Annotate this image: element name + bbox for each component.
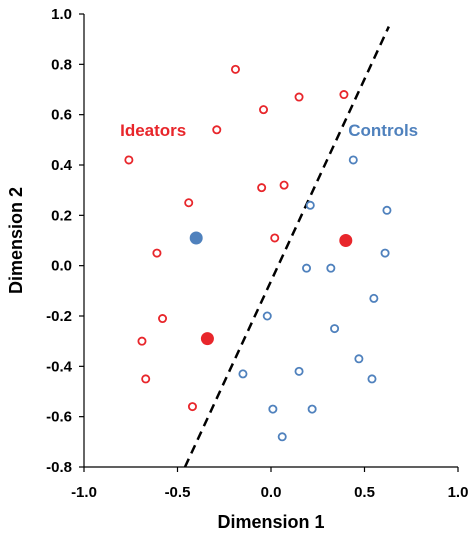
ideator-centroid-point: [339, 234, 353, 247]
y-tick-label: 1.0: [51, 6, 72, 23]
x-tick-label: -0.5: [165, 484, 191, 501]
x-axis-ticks: -1.0 -0.5 0.0 0.5 1.0: [71, 467, 468, 501]
control-data-point: [268, 404, 278, 414]
data-points: [124, 26, 392, 468]
x-tick-label: 0.0: [261, 484, 282, 501]
plot-frame: [83, 14, 458, 468]
ideator-data-point: [184, 198, 194, 208]
control-data-point: [330, 324, 340, 334]
group-labels: Ideators Controls: [120, 121, 418, 140]
ideator-data-point: [230, 64, 240, 74]
y-axis-ticks: -0.8 -0.6 -0.4 -0.2 0.0 0.2 0.4 0.6 0.8 1.0: [46, 6, 84, 476]
ideator-data-point: [137, 336, 147, 346]
ideator-data-point: [339, 90, 349, 100]
control-data-point: [369, 293, 379, 303]
ideator-data-point: [212, 125, 222, 135]
control-data-point: [326, 263, 336, 273]
control-data-point: [262, 311, 272, 321]
ideators-label: Ideators: [120, 121, 186, 140]
ideator-data-point: [158, 314, 168, 324]
ideator-data-point: [152, 248, 162, 258]
control-data-point: [307, 404, 317, 414]
ideator-data-point: [187, 402, 197, 412]
control-data-point: [238, 369, 248, 379]
ideator-data-point: [259, 105, 269, 115]
control-data-point: [305, 200, 315, 210]
ideator-data-point: [124, 155, 134, 165]
control-data-point: [367, 374, 377, 384]
y-tick-label: -0.8: [46, 459, 72, 476]
ideator-data-point: [294, 92, 304, 102]
separation-line: [183, 26, 390, 468]
ideator-centroid-point: [200, 332, 214, 346]
control-data-point: [294, 366, 304, 376]
control-data-point: [302, 263, 312, 273]
x-tick-label: 1.0: [448, 484, 469, 501]
y-tick-label: 0.6: [51, 107, 72, 124]
y-tick-label: 0.8: [51, 56, 72, 73]
ideator-data-point: [141, 374, 151, 384]
controls-label: Controls: [348, 121, 418, 140]
control-data-point: [277, 432, 287, 442]
control-data-point: [380, 248, 390, 258]
y-tick-label: -0.2: [46, 308, 72, 325]
control-data-point: [348, 155, 358, 165]
ideator-data-point: [279, 180, 289, 190]
y-tick-label: 0.4: [51, 157, 73, 174]
control-data-point: [382, 205, 392, 215]
x-tick-label: 0.5: [354, 484, 375, 501]
control-centroid-point: [189, 231, 203, 245]
y-tick-label: -0.6: [46, 409, 72, 426]
ideator-data-point: [270, 233, 280, 243]
ideator-data-point: [257, 183, 267, 193]
x-axis-title: Dimension 1: [217, 512, 324, 532]
y-tick-label: 0.2: [51, 207, 72, 224]
y-tick-label: -0.4: [46, 358, 73, 375]
control-data-point: [354, 354, 364, 364]
y-axis-title: Dimension 2: [6, 187, 26, 294]
x-tick-label: -1.0: [71, 484, 97, 501]
y-tick-label: 0.0: [51, 258, 72, 275]
